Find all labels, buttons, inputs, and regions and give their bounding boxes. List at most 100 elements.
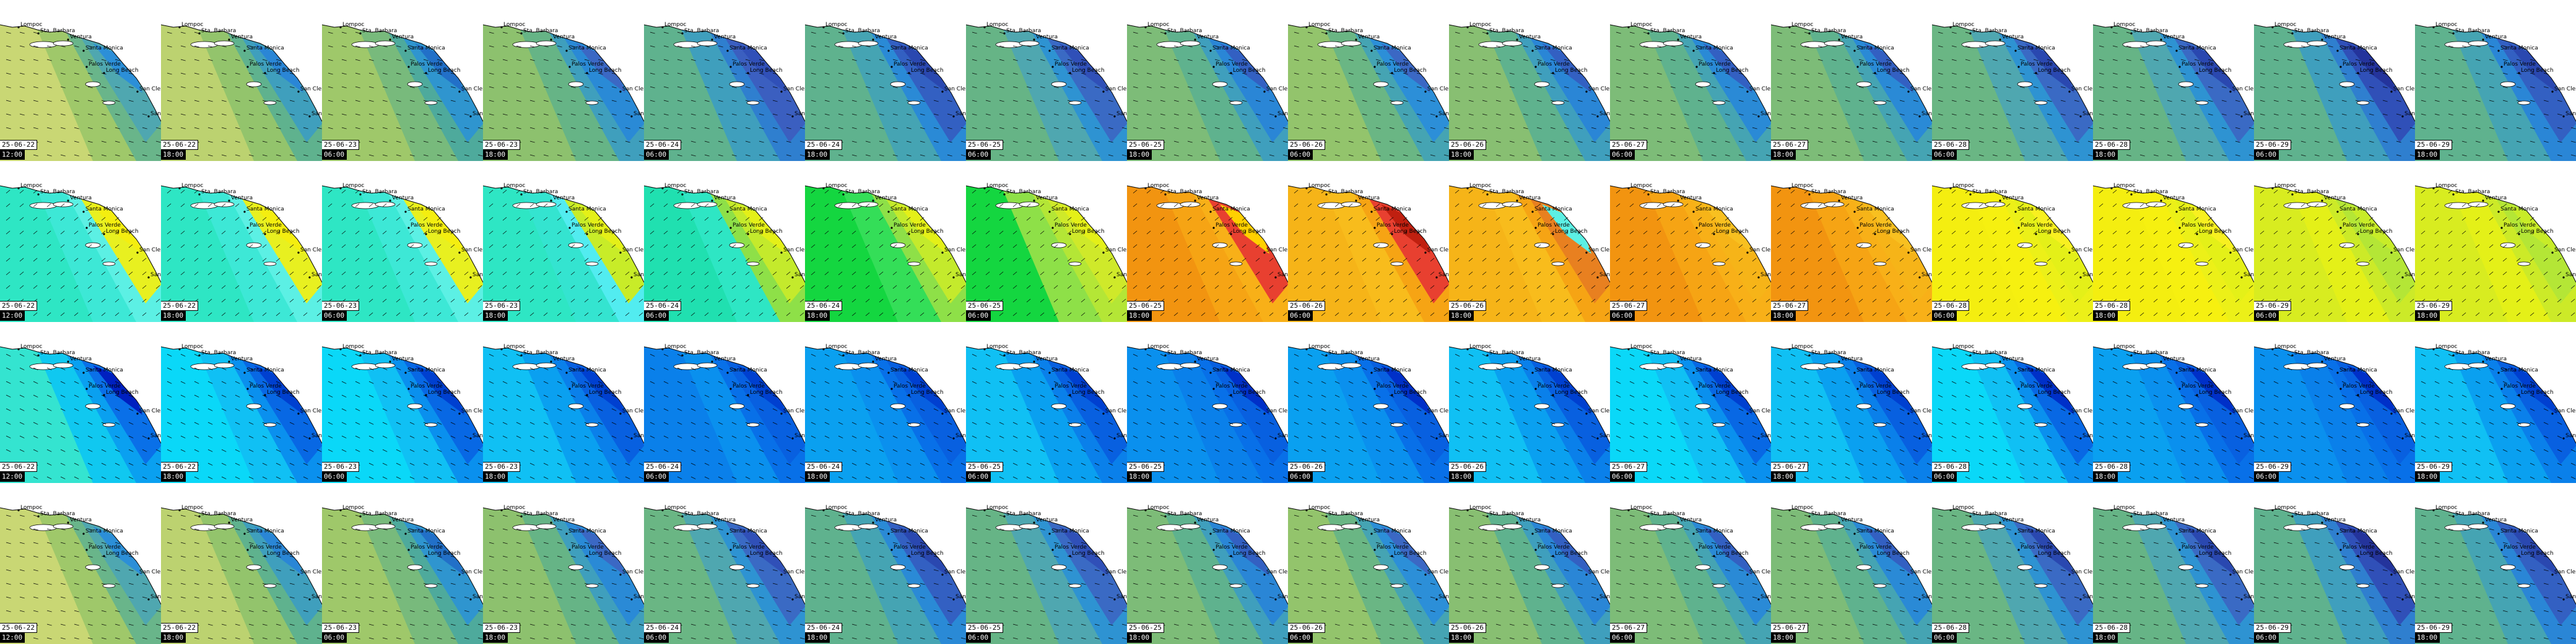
arrow-icon [2341,154,2347,157]
arrow-icon [2006,271,2011,276]
forecast-map-tile[interactable]: Sta. Barbara Ventura Santa Monica Palos Ver… [161,322,322,483]
arrow-icon [1978,312,1983,316]
forecast-map-tile[interactable]: Sta. Barbara Ventura Santa Monica Palos Ver… [1771,161,1932,322]
arrow-icon [786,113,791,116]
forecast-map-tile[interactable]: Sta. Barbara Ventura Santa Monica Palos Ver… [2415,0,2576,161]
island [1212,242,1228,248]
arrow-icon [87,100,93,102]
arrow-icon [1616,86,1621,89]
arrow-icon [2153,285,2158,289]
arrow-icon [2461,113,2467,116]
arrow-icon [529,45,535,48]
arrow-icon [1443,141,1449,143]
forecast-map-tile[interactable]: Sta. Barbara Ventura Santa Monica Palos Ver… [1127,0,1288,161]
arrow-icon [2314,312,2319,316]
place-marker-icon [780,90,783,93]
arrow-icon [194,189,199,194]
place-marker-icon [842,354,845,357]
forecast-map-tile[interactable]: Sta. Barbara Ventura Santa Monica Palos Ver… [1610,161,1771,322]
forecast-map-tile[interactable]: Sta. Barbara Ventura Santa Monica Palos Ver… [2093,0,2254,161]
forecast-map-tile[interactable]: Sta. Barbara Ventura Santa Monica Palos Ver… [1932,161,2093,322]
place-marker-icon [780,251,783,254]
forecast-time: 18:00 [1771,311,1796,321]
forecast-map-tile[interactable]: Sta. Barbara Ventura Santa Monica Palos Ver… [322,0,483,161]
forecast-map-tile[interactable]: Sta. Barbara Ventura Santa Monica Palos Ver… [1288,161,1449,322]
forecast-map-tile[interactable]: Sta. Barbara Ventura Santa Monica Palos Ver… [1288,0,1449,161]
arrow-icon [303,449,308,452]
forecast-map-tile[interactable]: Sta. Barbara Ventura Santa Monica Palos Ver… [322,161,483,322]
forecast-map-tile[interactable]: Sta. Barbara Ventura Santa Monica Palos Ver… [2093,161,2254,322]
place-marker-icon [82,372,85,374]
arrow-icon [1375,127,1381,129]
arrow-icon [1872,217,1877,221]
arrow-icon [1269,298,1274,303]
arrow-icon [74,59,79,61]
arrow-icon [87,203,92,207]
arrow-icon [2180,45,2186,48]
place-marker-icon [2497,50,2500,52]
coastline [1771,185,1932,283]
forecast-map-tile[interactable]: Sta. Barbara Ventura Santa Monica Palos Ver… [1449,161,1610,322]
arrow-icon [759,258,764,262]
arrow-icon [920,394,925,398]
forecast-map-tile[interactable]: Sta. Barbara Ventura Santa Monica Palos Ver… [966,322,1127,483]
forecast-map-tile[interactable]: Sta. Barbara Ventura Santa Monica Palos Ver… [161,0,322,161]
arrow-icon [341,127,347,129]
forecast-map-tile[interactable]: Sta. Barbara Ventura Santa Monica Palos Ver… [1610,0,1771,161]
forecast-map-tile[interactable]: Sta. Barbara Ventura Santa Monica Palos Ver… [644,161,805,322]
place-label: Palos Verde [89,61,121,67]
arrow-icon [167,354,172,357]
arrow-icon [1214,154,1220,157]
arrow-icon [1951,217,1956,221]
arrow-icon [2153,59,2159,61]
island [263,261,277,266]
arrow-icon [1992,203,1997,207]
arrow-icon [2019,285,2024,289]
arrow-icon [46,86,52,89]
arrow-icon [598,127,603,129]
forecast-map-tile[interactable]: Sta. Barbara Ventura Santa Monica Palos Ver… [1127,161,1288,322]
forecast-map-tile[interactable]: Sta. Barbara Ventura Santa Monica Palos Ver… [2254,0,2415,161]
forecast-map-tile[interactable]: Sta. Barbara Ventura Santa Monica Palos Ver… [2415,161,2576,322]
forecast-map-tile[interactable]: Sta. Barbara Ventura Santa Monica Palos Ver… [1127,322,1288,483]
forecast-map-tile[interactable]: Sta. Barbara Ventura Santa Monica Palos Ver… [2254,161,2415,322]
arrow-icon [303,141,308,143]
forecast-map-tile[interactable]: Sta. Barbara Ventura Santa Monica Palos Ver… [805,161,966,322]
forecast-map-tile[interactable]: Sta. Barbara Ventura Santa Monica Palos Ver… [805,322,966,483]
place-label: San Diego [2404,272,2415,278]
arrow-icon [557,45,562,48]
forecast-map-tile[interactable]: Sta. Barbara Ventura Santa Monica Palos Ver… [483,322,644,483]
place-marker-icon [842,32,845,35]
arrow-icon [382,45,388,48]
forecast-map-tile[interactable]: Sta. Barbara Ventura Santa Monica Palos Ver… [161,161,322,322]
forecast-map-tile[interactable]: Sta. Barbara Ventura Santa Monica Palos Ver… [644,322,805,483]
arrow-icon [1026,449,1032,452]
forecast-map-tile[interactable]: Sta. Barbara Ventura Santa Monica Palos Ver… [966,161,1127,322]
forecast-map-tile[interactable]: Sta. Barbara Ventura Santa Monica Palos Ver… [1449,0,1610,161]
forecast-map-tile[interactable]: Sta. Barbara Ventura Santa Monica Palos Ver… [0,161,161,322]
arrow-icon [772,476,778,479]
arrow-icon [1040,127,1045,129]
forecast-map-tile[interactable]: Sta. Barbara Ventura Santa Monica Palos Ver… [966,0,1127,161]
forecast-time: 06:00 [1610,311,1635,321]
forecast-map-tile[interactable]: Sta. Barbara Ventura Santa Monica Palos Ver… [1932,0,2093,161]
forecast-map-tile[interactable]: Sta. Barbara Ventura Santa Monica Palos Ver… [0,0,161,161]
forecast-map-tile[interactable]: Sta. Barbara Ventura Santa Monica Palos Ver… [483,161,644,322]
arrow-icon [341,449,347,452]
arrow-icon [2516,298,2521,303]
forecast-map-tile[interactable]: Sta. Barbara Ventura Santa Monica Palos Ver… [322,322,483,483]
forecast-map-tile[interactable]: Sta. Barbara Ventura Santa Monica Palos Ver… [805,0,966,161]
forecast-map-tile[interactable]: Sta. Barbara Ventura Santa Monica Palos Ver… [0,322,161,483]
arrow-icon [423,449,429,452]
arrow-icon [368,285,373,289]
arrow-icon [1951,203,1956,207]
arrow-icon [718,312,723,316]
island [1051,403,1067,409]
place-marker-icon [339,26,342,28]
forecast-map-tile[interactable]: Sta. Barbara Ventura Santa Monica Palos Ver… [644,0,805,161]
arrow-icon [33,394,38,398]
place-label: Long Beach [1233,228,1266,235]
forecast-map-tile[interactable]: Sta. Barbara Ventura Santa Monica Palos Ver… [483,0,644,161]
forecast-map-tile[interactable]: Sta. Barbara Ventura Santa Monica Palos Ver… [1771,0,1932,161]
